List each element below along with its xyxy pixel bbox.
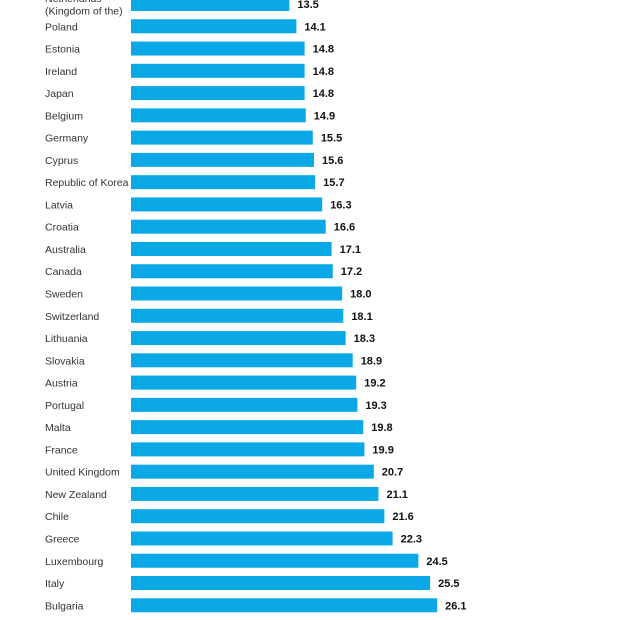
category-label: Lithuania — [45, 333, 88, 345]
value-label: 14.9 — [314, 110, 335, 122]
value-label: 18.3 — [354, 333, 375, 345]
value-label: 19.8 — [371, 422, 392, 434]
category-label: Chile — [45, 511, 69, 523]
value-label: 25.5 — [438, 578, 459, 590]
category-label: Estonia — [45, 44, 80, 56]
bar — [131, 241, 332, 256]
value-label: 18.1 — [351, 311, 372, 323]
value-label: 13.5 — [297, 0, 318, 11]
category-label: Greece — [45, 533, 80, 545]
category-label: Poland — [45, 21, 78, 33]
category-label: Germany — [45, 133, 89, 145]
value-label: 14.1 — [304, 21, 325, 33]
category-label: Sweden — [45, 289, 83, 301]
category-label: Ireland — [45, 66, 77, 78]
bar — [131, 19, 297, 34]
bar — [131, 286, 343, 301]
value-label: 26.1 — [445, 600, 466, 612]
category-label: Canada — [45, 266, 82, 278]
bar — [131, 420, 364, 435]
category-label: (Kingdom of the) — [45, 5, 123, 17]
value-label: 17.2 — [341, 266, 362, 278]
category-label: Luxembourg — [45, 556, 104, 568]
category-label: Slovakia — [45, 355, 85, 367]
value-label: 19.9 — [372, 444, 393, 456]
category-label: New Zealand — [45, 489, 107, 501]
value-label: 18.9 — [361, 355, 382, 367]
bar — [131, 486, 379, 501]
value-label: 19.2 — [364, 378, 385, 390]
value-label: 17.1 — [340, 244, 361, 256]
bar — [131, 331, 346, 346]
bar — [131, 130, 313, 145]
value-label: 21.1 — [387, 489, 408, 501]
value-label: 18.0 — [350, 289, 371, 301]
bar — [131, 598, 438, 613]
category-label: Malta — [45, 422, 71, 434]
bar — [131, 152, 314, 167]
value-label: 14.8 — [313, 88, 334, 100]
bar — [131, 86, 305, 101]
bar — [131, 531, 393, 546]
bar — [131, 0, 290, 11]
category-label: Australia — [45, 244, 86, 256]
category-label: Austria — [45, 378, 78, 390]
value-label: 15.6 — [322, 155, 343, 167]
value-label: 19.3 — [365, 400, 386, 412]
category-label: Cyprus — [45, 155, 78, 167]
value-label: 16.3 — [330, 199, 351, 211]
bar — [131, 175, 316, 190]
bar — [131, 397, 358, 412]
value-label: 14.8 — [313, 44, 334, 56]
category-label: Portugal — [45, 400, 84, 412]
bar — [131, 63, 305, 78]
bar — [131, 553, 419, 568]
bar — [131, 197, 323, 212]
bar — [131, 509, 385, 524]
bar — [131, 264, 333, 279]
bar — [131, 108, 306, 123]
category-label: Japan — [45, 88, 74, 100]
category-label: Italy — [45, 578, 65, 590]
category-label: United Kingdom — [45, 467, 120, 479]
category-label: Croatia — [45, 222, 79, 234]
category-label: Switzerland — [45, 311, 99, 323]
category-label: Belgium — [45, 110, 83, 122]
bar — [131, 353, 353, 368]
bar — [131, 308, 344, 323]
category-label: Latvia — [45, 199, 73, 211]
category-label: Bulgaria — [45, 600, 84, 612]
bar — [131, 219, 326, 234]
category-label: France — [45, 444, 78, 456]
value-label: 15.5 — [321, 133, 342, 145]
bar — [131, 375, 357, 390]
value-label: 20.7 — [382, 467, 403, 479]
value-label: 21.6 — [392, 511, 413, 523]
bar — [131, 41, 305, 56]
bar — [131, 464, 374, 479]
value-label: 15.7 — [323, 177, 344, 189]
value-label: 22.3 — [401, 533, 422, 545]
category-label: Netherlands — [45, 0, 102, 5]
bar — [131, 576, 431, 591]
value-label: 16.6 — [334, 222, 355, 234]
value-label: 14.8 — [313, 66, 334, 78]
category-label: Republic of Korea — [45, 177, 129, 189]
value-label: 24.5 — [426, 556, 447, 568]
bar — [131, 442, 365, 457]
